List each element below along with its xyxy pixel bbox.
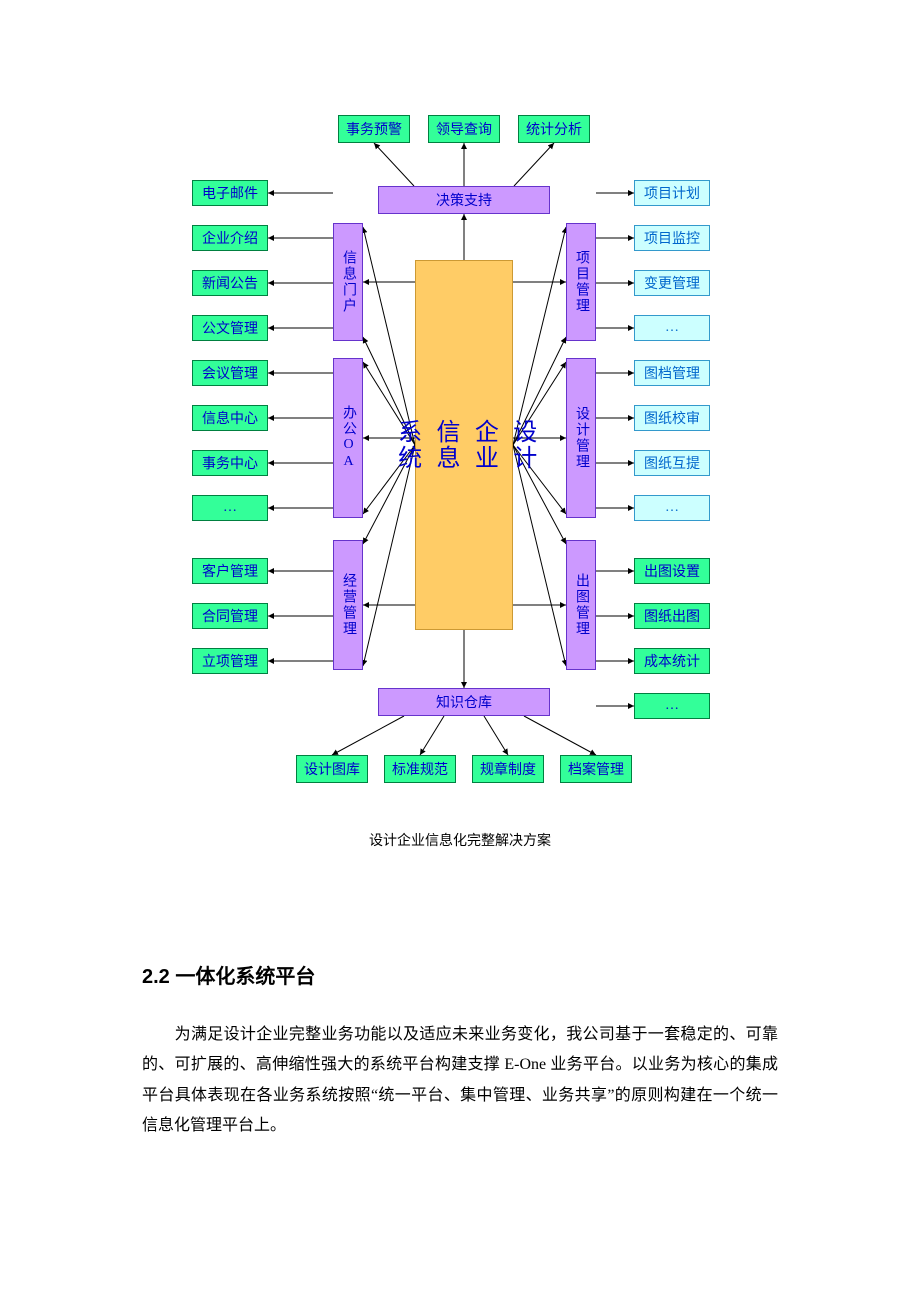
right-leaf: 图档管理 [634, 360, 710, 386]
right-leaf: 图纸互提 [634, 450, 710, 476]
right-leaf: 项目监控 [634, 225, 710, 251]
hub-decision: 决策支持 [378, 186, 550, 214]
right-leaf: 变更管理 [634, 270, 710, 296]
left-leaf: 合同管理 [192, 603, 268, 629]
left-leaf: 会议管理 [192, 360, 268, 386]
left-leaf: 客户管理 [192, 558, 268, 584]
left-leaf: 新闻公告 [192, 270, 268, 296]
bottom-leaf: 规章制度 [472, 755, 544, 783]
center-system: 设计 企业 信息 系统 [415, 260, 513, 630]
left-leaf: 企业介绍 [192, 225, 268, 251]
left-leaf: … [192, 495, 268, 521]
right-leaf: 图纸校审 [634, 405, 710, 431]
left-hub: 经营管理 [333, 540, 363, 670]
top-leaf: 事务预警 [338, 115, 410, 143]
bottom-leaf: 档案管理 [560, 755, 632, 783]
left-leaf: 立项管理 [192, 648, 268, 674]
bottom-leaf: 设计图库 [296, 755, 368, 783]
right-hub: 项目管理 [566, 223, 596, 341]
hub-knowledge: 知识仓库 [378, 688, 550, 716]
top-leaf: 统计分析 [518, 115, 590, 143]
left-hub: 信息门户 [333, 223, 363, 341]
right-hub: 出图管理 [566, 540, 596, 670]
left-leaf: 事务中心 [192, 450, 268, 476]
left-leaf: 电子邮件 [192, 180, 268, 206]
right-leaf: … [634, 495, 710, 521]
body-paragraph: 为满足设计企业完整业务功能以及适应未来业务变化，我公司基于一套稳定的、可靠的、可… [142, 1020, 778, 1142]
architecture-diagram: 设计 企业 信息 系统 决策支持知识仓库 事务预警领导查询统计分析设计图库标准规范规… [0, 0, 920, 820]
diagram-caption: 设计企业信息化完整解决方案 [0, 830, 920, 850]
right-leaf: 成本统计 [634, 648, 710, 674]
left-leaf: 信息中心 [192, 405, 268, 431]
right-hub: 设计管理 [566, 358, 596, 518]
right-leaf: 项目计划 [634, 180, 710, 206]
right-leaf: … [634, 315, 710, 341]
right-leaf: 出图设置 [634, 558, 710, 584]
top-leaf: 领导查询 [428, 115, 500, 143]
left-leaf: 公文管理 [192, 315, 268, 341]
section-heading: 2.2 一体化系统平台 [142, 960, 315, 989]
left-hub: 办公OA [333, 358, 363, 518]
right-leaf: 图纸出图 [634, 603, 710, 629]
bottom-leaf: 标准规范 [384, 755, 456, 783]
right-leaf: … [634, 693, 710, 719]
